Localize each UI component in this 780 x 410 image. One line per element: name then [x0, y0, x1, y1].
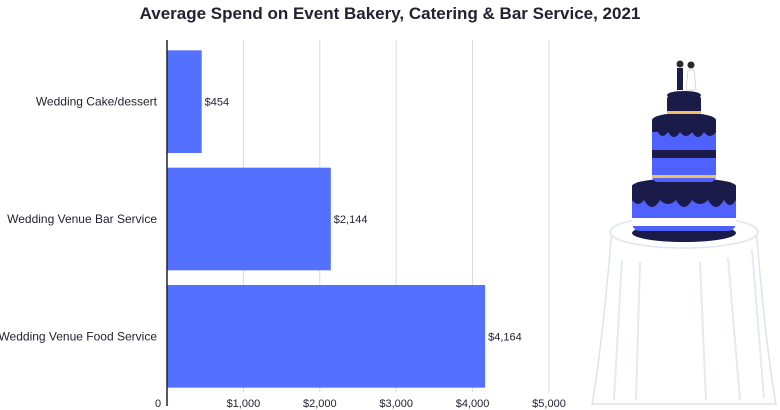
tablecloth-folds — [613, 249, 765, 401]
cake-top-cap — [667, 91, 701, 99]
x-tick-label: $2,000 — [303, 398, 337, 410]
labels: 0 $1,000 $2,000 $3,000 $4,000 $5,000 Wedding C… — [0, 95, 566, 410]
cake-bottom-drips — [632, 186, 736, 207]
bars — [167, 50, 486, 388]
cake-middle-stripe — [652, 150, 716, 158]
cake-topper-couple — [676, 60, 697, 91]
category-label: Wedding Cake/dessert — [36, 95, 158, 109]
wedding-cake-icon — [591, 60, 777, 405]
cake-middle-gold — [652, 175, 716, 178]
chart-title: Average Spend on Event Bakery, Catering … — [139, 4, 641, 23]
category-label: Wedding Venue Bar Service — [7, 212, 157, 226]
value-label: $4,164 — [488, 331, 522, 343]
cake-bottom-band — [632, 218, 736, 226]
value-label: $2,144 — [334, 214, 368, 226]
x-tick-label: $1,000 — [227, 398, 261, 410]
cake-middle-drips — [652, 120, 716, 137]
x-tick-label: 0 — [155, 398, 161, 410]
bar — [167, 285, 486, 388]
category-label: Wedding Venue Food Service — [0, 329, 157, 343]
x-tick-label: $3,000 — [379, 398, 413, 410]
value-label: $454 — [205, 97, 229, 109]
bar — [167, 167, 331, 271]
bar — [167, 50, 202, 154]
x-tick-label: $5,000 — [532, 398, 566, 410]
cake-top-gold — [667, 111, 701, 114]
x-tick-label: $4,000 — [456, 398, 490, 410]
